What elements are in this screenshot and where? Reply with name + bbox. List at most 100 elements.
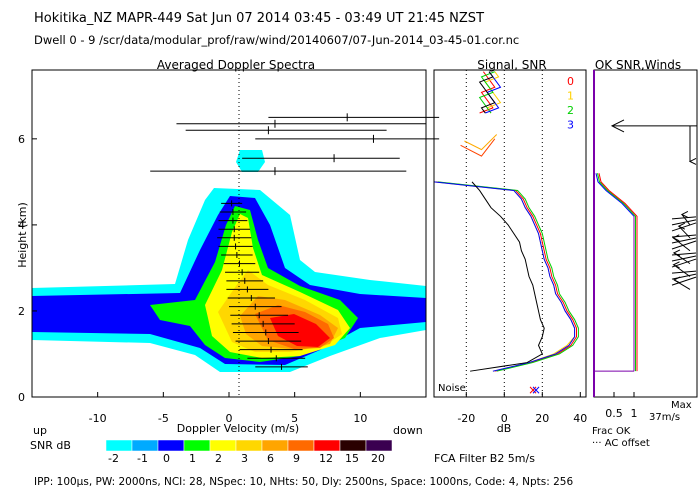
wind-barb bbox=[671, 276, 697, 286]
snr-x-label: dB bbox=[497, 422, 512, 435]
spectra-heatmap bbox=[32, 150, 426, 372]
colorbar-swatch bbox=[235, 439, 263, 452]
wind-arrow-head bbox=[688, 158, 697, 165]
colorbar-swatch bbox=[261, 439, 289, 452]
snr-echo-mark bbox=[460, 138, 496, 157]
legend-entry-0: 0 bbox=[567, 75, 574, 88]
frac-ok-series bbox=[594, 173, 638, 372]
wind-barb bbox=[671, 237, 697, 244]
down-label: down bbox=[393, 424, 423, 437]
colorbar-tick: 3 bbox=[241, 452, 248, 465]
spectra-panel: -10 -5 0 5 10 0 2 4 6 Doppler Velocity (m/s) He… bbox=[16, 69, 440, 437]
max-label: Max bbox=[671, 400, 692, 411]
x-tick-label: 0 bbox=[226, 412, 233, 425]
y-tick-label: 2 bbox=[18, 305, 25, 318]
y-tick-label: 0 bbox=[18, 391, 25, 404]
colorbar-tick: 9 bbox=[293, 452, 300, 465]
up-label: up bbox=[33, 424, 47, 437]
colorbar-tick: 20 bbox=[371, 452, 385, 465]
colorbar-swatch bbox=[131, 439, 159, 452]
colorbar-swatch bbox=[365, 439, 393, 452]
colorbar-label: SNR dB bbox=[30, 439, 71, 452]
winds-x-tick-label: 1 bbox=[631, 407, 638, 420]
wind-barb bbox=[671, 216, 697, 220]
legend-entry-3: 3 bbox=[567, 119, 574, 132]
snr-x-tick-label: 20 bbox=[535, 412, 549, 425]
x-tick-label: -10 bbox=[89, 412, 107, 425]
snr-colorbar: SNR dB -2 -1 0 1 2 3 6 9 12 15 20 bbox=[30, 439, 393, 465]
winds-title: OK SNR,Winds bbox=[595, 58, 681, 72]
filter-label: FCA Filter B2 5m/s bbox=[434, 452, 535, 465]
footer-params: IPP: 100µs, PW: 2000ns, NCI: 28, NSpec: … bbox=[34, 476, 573, 488]
snr-frame bbox=[433, 69, 587, 398]
wind-barb bbox=[671, 273, 697, 280]
noise-label: Noise bbox=[438, 383, 466, 394]
wind-barb bbox=[671, 252, 697, 256]
wind-arrow-head bbox=[672, 234, 680, 242]
wind-barb bbox=[671, 219, 697, 226]
colorbar-swatches bbox=[105, 439, 393, 452]
wind-arrow bbox=[672, 237, 691, 252]
colorbar-ticks: -2 -1 0 1 2 3 6 9 12 15 20 bbox=[108, 452, 385, 465]
colorbar-swatch bbox=[183, 439, 211, 452]
colorbar-swatch bbox=[209, 439, 237, 452]
header-line-1: Hokitika_NZ MAPR-449 Sat Jun 07 2014 03:… bbox=[34, 11, 484, 26]
snr-series-3 bbox=[433, 181, 576, 372]
max-value: 37m/s bbox=[649, 412, 680, 423]
colorbar-swatch bbox=[157, 439, 185, 452]
snr-series-0 bbox=[435, 181, 577, 372]
spectra-x-label: Doppler Velocity (m/s) bbox=[177, 422, 299, 435]
spectra-x-ticks: -10 -5 0 5 10 bbox=[89, 392, 367, 425]
wind-barb bbox=[671, 240, 697, 250]
spectra-y-ticks: 0 2 4 6 bbox=[18, 133, 37, 404]
frac-ok-line bbox=[598, 173, 638, 372]
winds-x-ticks: 0.5 1 bbox=[605, 392, 638, 420]
colorbar-tick: 0 bbox=[163, 452, 170, 465]
legend-entry-1: 1 bbox=[567, 90, 574, 103]
y-tick-label: 4 bbox=[18, 219, 25, 232]
colorbar-tick: 2 bbox=[215, 452, 222, 465]
wind-barb bbox=[671, 255, 697, 262]
wind-barbs bbox=[610, 119, 697, 290]
colorbar-swatch bbox=[287, 439, 315, 452]
snr-legend: 0 12 3 bbox=[567, 75, 574, 132]
wind-barb bbox=[671, 222, 697, 232]
snr-x-ticks: -20 0 20 40 bbox=[457, 392, 587, 425]
upper-echo-patch bbox=[236, 150, 265, 172]
frac-ok-line bbox=[595, 173, 635, 372]
snr-x-tick-label: -20 bbox=[457, 412, 475, 425]
colorbar-tick: 6 bbox=[267, 452, 274, 465]
wind-arrow-head bbox=[677, 222, 686, 230]
colorbar-tick: 12 bbox=[319, 452, 333, 465]
wind-arrow bbox=[673, 264, 691, 277]
snr-x-tick-label: 40 bbox=[573, 412, 587, 425]
wind-barb bbox=[671, 258, 697, 268]
frac-ok-label: Frac OK bbox=[592, 426, 631, 437]
frac-ok-line bbox=[597, 173, 636, 372]
snr-series-2 bbox=[437, 181, 579, 372]
wind-barb bbox=[671, 270, 697, 274]
wind-arrow-head bbox=[672, 261, 680, 269]
x-tick-label: -5 bbox=[158, 412, 169, 425]
wind-barb bbox=[671, 234, 697, 238]
snr-dotted-lines bbox=[465, 70, 543, 397]
winds-x-tick-label: 0.5 bbox=[605, 407, 623, 420]
colorbar-tick: -1 bbox=[137, 452, 148, 465]
spectra-y-label: Height (km) bbox=[16, 202, 29, 268]
snr-x-tick-label: 0 bbox=[501, 412, 508, 425]
colorbar-swatch bbox=[105, 439, 133, 452]
spurious-bars bbox=[150, 113, 440, 176]
x-tick-label: 10 bbox=[353, 412, 367, 425]
legend-entry-2: 2 bbox=[567, 104, 574, 117]
moment-profile bbox=[217, 200, 308, 370]
winds-frame bbox=[593, 69, 698, 398]
snr-contour-7 bbox=[270, 314, 330, 347]
colorbar-tick: 1 bbox=[189, 452, 196, 465]
y-tick-label: 6 bbox=[18, 133, 25, 146]
upper-noise-trace bbox=[478, 71, 496, 114]
winds-panel: 0.5 1 Frac OK ··· AC offset Max 37m/s bbox=[592, 69, 698, 449]
colorbar-swatch bbox=[339, 439, 367, 452]
colorbar-swatch bbox=[313, 439, 341, 452]
